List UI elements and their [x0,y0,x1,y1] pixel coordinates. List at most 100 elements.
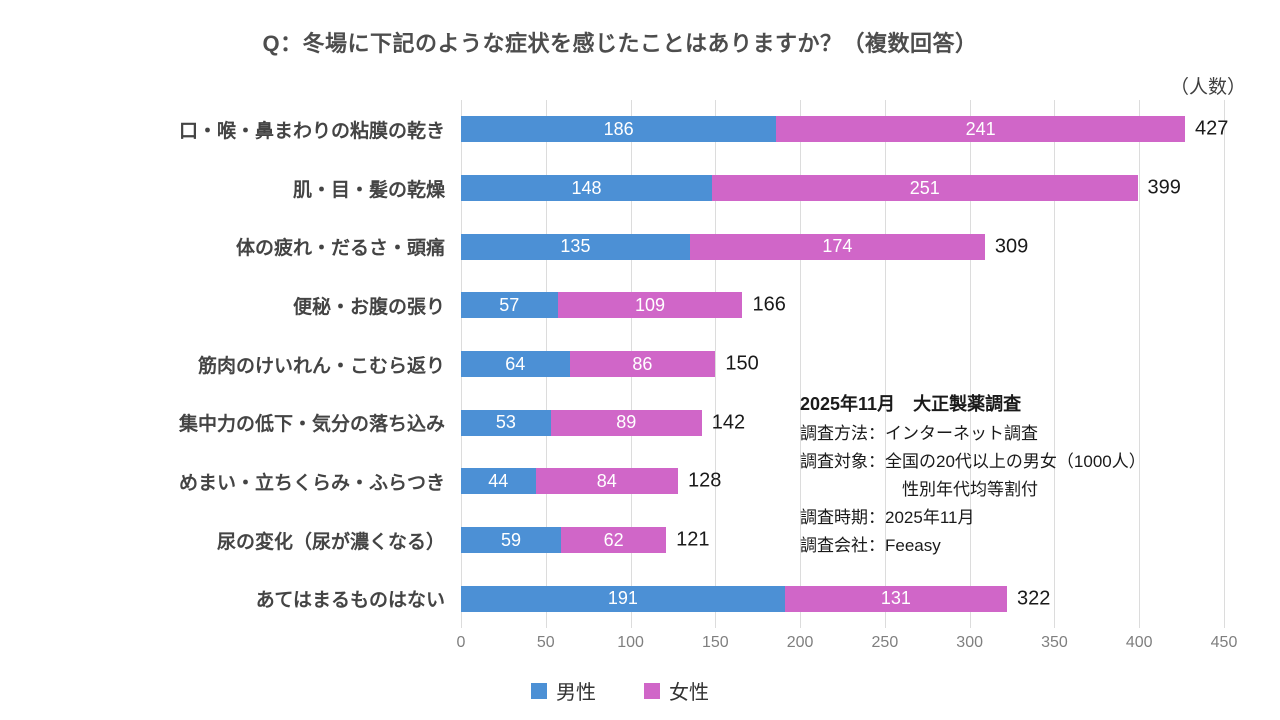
chart-row: 44 84 128 [461,452,1224,511]
x-tick-label: 150 [701,634,729,651]
male-bar-segment: 191 [461,585,785,612]
chart-row: 186 241 427 [461,100,1228,159]
female-value-label: 89 [616,412,637,433]
total-label: 309 [994,235,1029,258]
gridline [1054,100,1056,628]
gridline [969,100,971,628]
total-label: 128 [688,469,722,492]
male-value-label: 57 [499,294,520,315]
x-tick-label: 250 [871,634,899,651]
total-label: 150 [725,352,759,375]
gridline [800,100,802,628]
male-value-label: 135 [560,236,591,257]
gridline [1224,100,1225,628]
x-axis: 0 50 100 150 200 250 300 350 400 450 [457,630,1238,658]
x-tick-label: 50 [536,634,555,651]
category-label: あてはまるものはない [255,590,445,612]
category-label: めまい・立ちくらみ・ふらつき [178,472,445,494]
x-tick-label: 100 [617,634,644,651]
annotation-line: 調査方法：インターネット調査 [800,424,1038,443]
chart-row: 59 62 121 [461,511,1224,570]
total-label: 142 [711,411,746,434]
chart-row: 135 174 309 [461,217,1224,276]
x-tick-label: 450 [1210,634,1238,651]
female-bar-segment: 251 [711,175,1138,201]
x-tick-label: 200 [786,634,814,651]
total-label: 399 [1147,176,1181,199]
total-label: 322 [1016,587,1051,610]
male-bar-segment: 57 [461,292,558,319]
female-value-label: 109 [635,294,666,315]
chart-row: 64 86 150 [461,335,1224,394]
category-label: 口・喉・鼻まわりの粘膜の乾き [178,120,445,142]
chart-title: Q：冬場に下記のような症状を感じたことはありますか？（複数回答） [262,31,978,56]
gridline [715,100,717,628]
unit-label: （人数） [1169,77,1246,98]
female-value-label: 241 [965,118,996,139]
male-value-label: 186 [603,118,634,139]
male-bar-segment: 186 [461,116,777,143]
category-label: 集中力の低下・気分の落ち込み [178,414,445,436]
male-bar-segment: 53 [461,409,551,436]
gridline [884,100,886,628]
male-value-label: 191 [607,588,638,609]
annotation-lines: 調査方法：インターネット調査調査対象：全国の20代以上の男女（1000人） 性別年… [800,420,1260,560]
annotation-line: 調査時期：2025年11月 [800,508,975,527]
annotation-line: 性別年代均等割付 [902,480,1038,499]
male-value-label: 53 [495,412,516,433]
chart-row: 53 89 142 [461,393,1224,452]
category-label: 尿の変化（尿が濃くなる） [216,531,445,553]
category-label: 筋肉のけいれん・こむら返り [197,355,445,377]
female-bar-segment: 109 [557,292,743,319]
total-label: 427 [1195,117,1229,140]
female-legend-swatch [644,682,660,699]
x-tick-label: 300 [956,634,984,651]
annotation-heading: 2025年11月 大正製薬調査 [800,394,1022,414]
female-value-label: 251 [909,177,940,198]
total-label: 166 [752,293,786,316]
male-bar-segment: 59 [461,527,562,554]
x-tick-label: 350 [1041,634,1068,651]
total-label: 121 [676,528,710,551]
male-legend-swatch [531,682,547,699]
female-value-label: 131 [880,588,911,609]
legend: 男性 女性 [0,676,1240,705]
female-value-label: 62 [603,529,624,550]
female-bar-segment: 89 [550,409,702,436]
annotation-line: 調査対象：全国の20代以上の男女（1000人） [800,452,1146,471]
legend-item-female: 女性 [644,676,709,705]
category-label: 便秘・お腹の張り [292,296,445,318]
annotation-line: 調査会社：Feeasy [800,536,941,555]
chart-row: 57 109 166 [461,276,1224,335]
legend-label: 女性 [669,682,709,704]
female-bar-segment: 174 [689,233,985,260]
female-bar-segment: 62 [561,527,667,554]
female-value-label: 84 [596,470,617,491]
female-bar-segment: 241 [776,116,1185,143]
survey-annotation: 2025年11月 大正製薬調査 調査方法：インターネット調査調査対象：全国の20… [800,390,1260,560]
stacked-bar-chart: 口・喉・鼻まわりの粘膜の乾き 肌・目・髪の乾燥 体の疲れ・だるさ・頭痛 便秘・お腹の張… [0,100,1228,628]
female-value-label: 86 [632,353,653,374]
legend-item-male: 男性 [531,676,596,705]
female-value-label: 174 [822,236,853,257]
male-bar-segment: 135 [461,233,690,260]
male-bar-segment: 64 [461,351,570,378]
x-tick-label: 0 [456,634,466,651]
male-value-label: 148 [571,177,602,198]
category-labels: 口・喉・鼻まわりの粘膜の乾き 肌・目・髪の乾燥 体の疲れ・だるさ・頭痛 便秘・お腹の張… [0,100,461,628]
legend-label: 男性 [556,682,596,704]
male-bar-segment: 148 [461,175,712,201]
female-bar-segment: 131 [784,585,1007,612]
gridline [1139,100,1141,628]
female-bar-segment: 86 [569,351,716,378]
bar-rows: 186 241 427 148 251 399 135 174 309 57 109 166 64 86 1… [461,100,1228,628]
plot-area: 186 241 427 148 251 399 135 174 309 57 109 166 64 86 1… [461,100,1228,628]
chart-row: 148 251 399 [461,159,1224,218]
male-bar-segment: 44 [461,468,536,495]
female-bar-segment: 84 [535,468,679,495]
male-value-label: 59 [501,529,522,550]
category-label: 肌・目・髪の乾燥 [292,179,445,201]
x-tick-label: 400 [1125,634,1153,651]
male-value-label: 44 [488,470,509,491]
